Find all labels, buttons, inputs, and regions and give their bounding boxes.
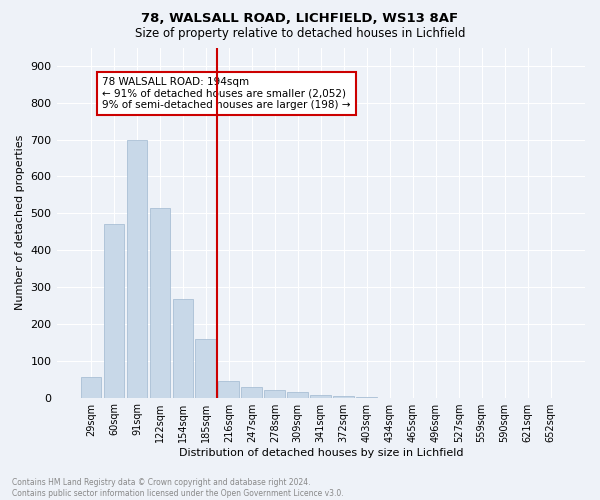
Bar — [127, 140, 147, 398]
Text: 78 WALSALL ROAD: 194sqm
← 91% of detached houses are smaller (2,052)
9% of semi-: 78 WALSALL ROAD: 194sqm ← 91% of detache… — [103, 77, 351, 110]
Bar — [310, 395, 331, 398]
Y-axis label: Number of detached properties: Number of detached properties — [15, 135, 25, 310]
Bar — [196, 338, 216, 398]
Text: 78, WALSALL ROAD, LICHFIELD, WS13 8AF: 78, WALSALL ROAD, LICHFIELD, WS13 8AF — [142, 12, 458, 26]
Bar — [265, 390, 285, 398]
Bar — [104, 224, 124, 398]
Bar — [80, 376, 101, 398]
Bar — [173, 299, 193, 398]
Bar — [241, 386, 262, 398]
Bar — [149, 208, 170, 398]
X-axis label: Distribution of detached houses by size in Lichfield: Distribution of detached houses by size … — [179, 448, 463, 458]
Text: Contains HM Land Registry data © Crown copyright and database right 2024.
Contai: Contains HM Land Registry data © Crown c… — [12, 478, 344, 498]
Bar — [218, 381, 239, 398]
Bar — [334, 396, 354, 398]
Bar — [287, 392, 308, 398]
Text: Size of property relative to detached houses in Lichfield: Size of property relative to detached ho… — [135, 28, 465, 40]
